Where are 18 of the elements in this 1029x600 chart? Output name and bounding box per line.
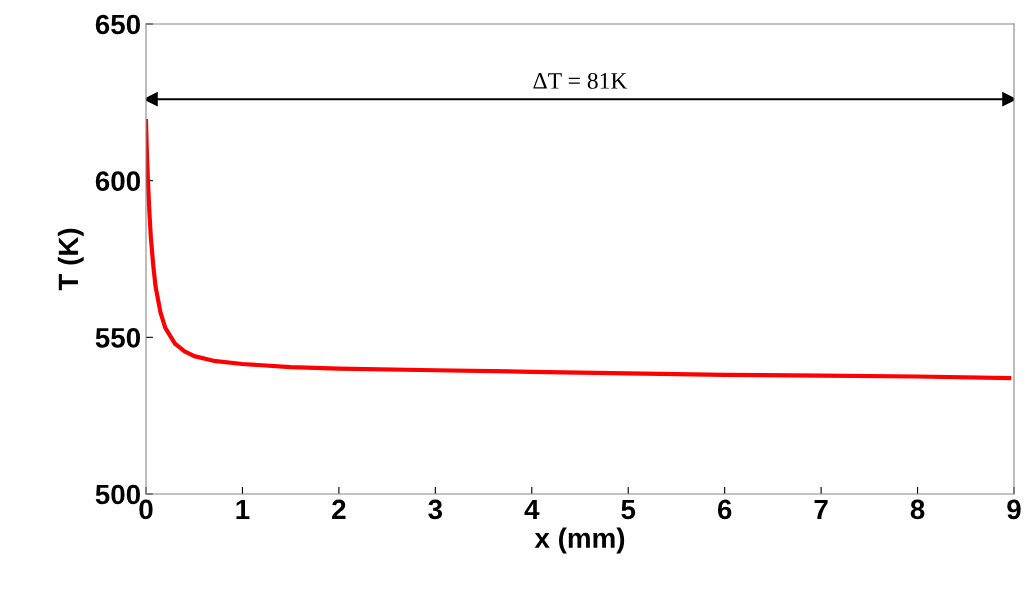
x-tick-label: 4 [524,499,540,519]
x-tick-label: 5 [621,499,636,520]
x-tick-label: 0 [139,499,153,520]
x-tick-label: 8 [910,499,925,520]
y-tick-label: 550 [95,328,140,348]
y-tick-label: 600 [95,171,140,192]
y-tick-label: 650 [95,14,140,35]
x-tick-label: 1 [236,499,250,519]
x-tick-label: 3 [428,499,443,520]
x-axis-title: x (mm) [534,527,625,554]
x-tick-label: 2 [332,499,346,519]
y-tick-label: 500 [95,484,140,505]
line-series [146,119,1012,381]
y-axis-title: T (K) [57,228,84,291]
x-tick-label: 9 [1007,499,1021,520]
x-tick-label: 6 [717,499,732,520]
annotation: ΔT = 81K [533,72,628,89]
x-tick-label: 7 [814,499,828,519]
